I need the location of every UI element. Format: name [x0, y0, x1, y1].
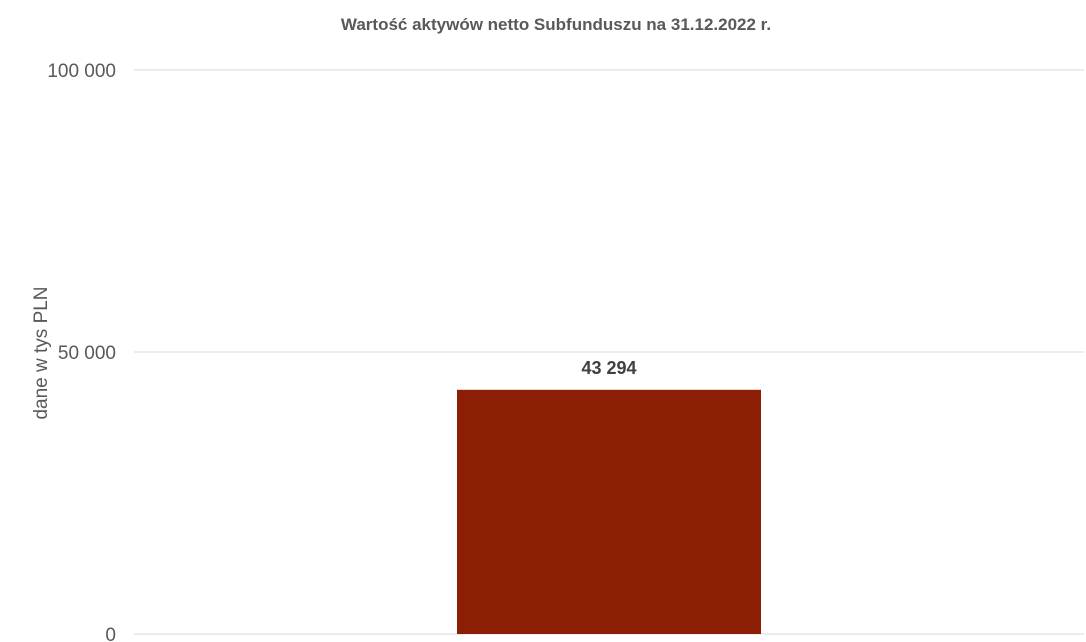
y-axis-ticks: 0 50 000 100 000	[47, 61, 116, 642]
y-tick-label: 0	[105, 625, 116, 642]
y-tick-label: 100 000	[47, 61, 116, 82]
data-labels: 43 294	[581, 358, 636, 378]
bar-value-label: 43 294	[581, 358, 636, 378]
chart-title: Wartość aktywów netto Subfunduszu na 31.…	[341, 15, 771, 34]
y-axis-title: dane w tys PLN	[31, 286, 52, 419]
bar	[457, 389, 761, 634]
bars	[457, 389, 761, 634]
y-tick-label: 50 000	[58, 343, 116, 364]
